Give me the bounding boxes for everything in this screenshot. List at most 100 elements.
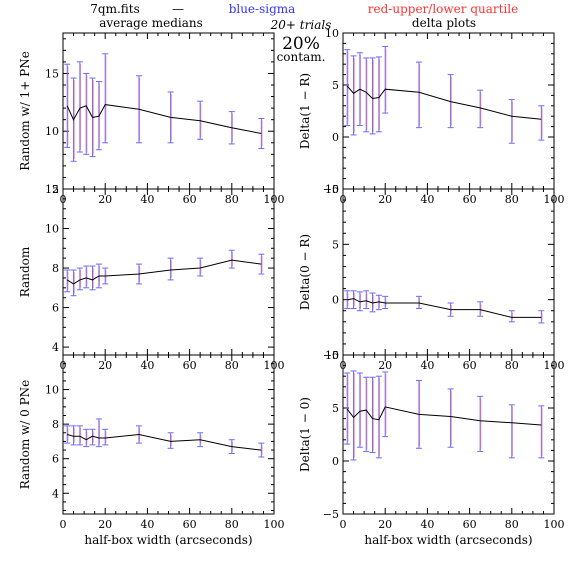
error-bar (197, 257, 204, 277)
error-bar (477, 89, 484, 129)
x-tick-label: 20 (98, 359, 112, 372)
error-bar (375, 56, 382, 133)
y-tick-label: −5 (323, 349, 339, 362)
y-tick-label: 10 (45, 223, 59, 236)
x-tick-label: 40 (420, 193, 434, 206)
y-tick-label: 5 (332, 238, 339, 251)
error-bar (76, 267, 83, 291)
error-bar (350, 290, 357, 310)
median-line (66, 259, 262, 285)
y-tick-label: 0 (332, 455, 339, 468)
median-line (346, 406, 542, 426)
error-bar (83, 72, 90, 155)
x-tick-label: 20 (378, 518, 392, 531)
panel-frame (342, 354, 555, 515)
error-bar (415, 61, 422, 129)
contam-annotation: contam. (277, 50, 326, 64)
x-tick-label: 100 (544, 518, 565, 531)
file-name: 7qm.fits (90, 2, 140, 16)
median-line (347, 298, 542, 318)
error-bar (382, 46, 389, 114)
error-bar (508, 310, 515, 323)
y-tick-label: 6 (52, 302, 59, 315)
error-bar (363, 57, 370, 133)
x-tick-label: 80 (505, 359, 519, 372)
median-line (66, 104, 262, 134)
error-bar (258, 253, 265, 275)
legend-red-quartile: red-upper/lower quartile (368, 2, 518, 16)
error-bar (382, 295, 389, 310)
left-column-title: average medians (99, 16, 203, 30)
error-bar (363, 376, 370, 452)
y-axis-label: Delta(1 − 0) (298, 397, 312, 472)
y-tick-label: 4 (52, 341, 59, 354)
error-bar (102, 428, 109, 446)
error-bar (477, 395, 484, 452)
y-tick-label: 10 (325, 27, 339, 40)
y-tick-label: 10 (45, 125, 59, 138)
error-bar (415, 295, 422, 310)
y-tick-label: 12 (45, 183, 59, 196)
y-tick-label: 10 (325, 183, 339, 196)
x-tick-label: 40 (420, 359, 434, 372)
x-tick-label: 80 (225, 518, 239, 531)
right-column-title: delta plots (412, 16, 476, 30)
y-tick-label: 0 (332, 294, 339, 307)
y-tick-label: 0 (332, 131, 339, 144)
x-tick-label: 60 (463, 518, 477, 531)
y-tick-label: −5 (323, 183, 339, 196)
x-tick-label: 60 (183, 193, 197, 206)
x-tick-label: 20 (378, 193, 392, 206)
error-bar (70, 425, 77, 446)
error-bar (95, 418, 102, 448)
y-tick-label: 6 (52, 453, 59, 466)
y-tick-label: 8 (52, 262, 59, 275)
x-tick-label: 0 (340, 518, 347, 531)
x-tick-label: 20 (98, 518, 112, 531)
y-tick-label: 5 (332, 79, 339, 92)
error-bar (508, 404, 515, 459)
y-axis-label: Delta(0 − R) (298, 234, 312, 310)
error-bar (167, 257, 174, 281)
error-bar (508, 99, 515, 144)
error-bar (375, 375, 382, 459)
y-tick-label: 4 (52, 487, 59, 500)
error-bar (538, 105, 545, 141)
y-axis-label: Random (18, 246, 32, 297)
error-bar (83, 428, 90, 448)
error-bar (89, 428, 96, 446)
error-bar (258, 442, 265, 458)
header-dash: — (172, 2, 184, 16)
trials-annotation: 20+ trials (270, 18, 332, 32)
error-bar (102, 53, 109, 144)
error-bar (350, 370, 357, 461)
error-bar (369, 376, 376, 454)
x-tick-label: 20 (98, 193, 112, 206)
x-tick-label: 100 (264, 518, 285, 531)
median-line (67, 433, 262, 451)
error-bar (363, 290, 370, 310)
y-tick-label: 5 (332, 402, 339, 415)
x-tick-label: 60 (183, 518, 197, 531)
legend-blue-sigma: blue-sigma (229, 2, 296, 16)
error-bar (344, 49, 351, 127)
x-tick-label: 40 (140, 518, 154, 531)
y-axis-label: Random w/ 1+ PNe (18, 51, 32, 171)
x-tick-label: 40 (420, 518, 434, 531)
panel-frame (62, 188, 275, 356)
x-tick-label: 40 (140, 193, 154, 206)
panel-frame (342, 188, 555, 356)
error-bar (258, 118, 265, 150)
panel-frame (342, 32, 555, 190)
error-bar (89, 265, 96, 291)
error-bar (76, 61, 83, 153)
x-tick-label: 60 (183, 359, 197, 372)
y-tick-label: 10 (45, 384, 59, 397)
error-bar (477, 301, 484, 317)
